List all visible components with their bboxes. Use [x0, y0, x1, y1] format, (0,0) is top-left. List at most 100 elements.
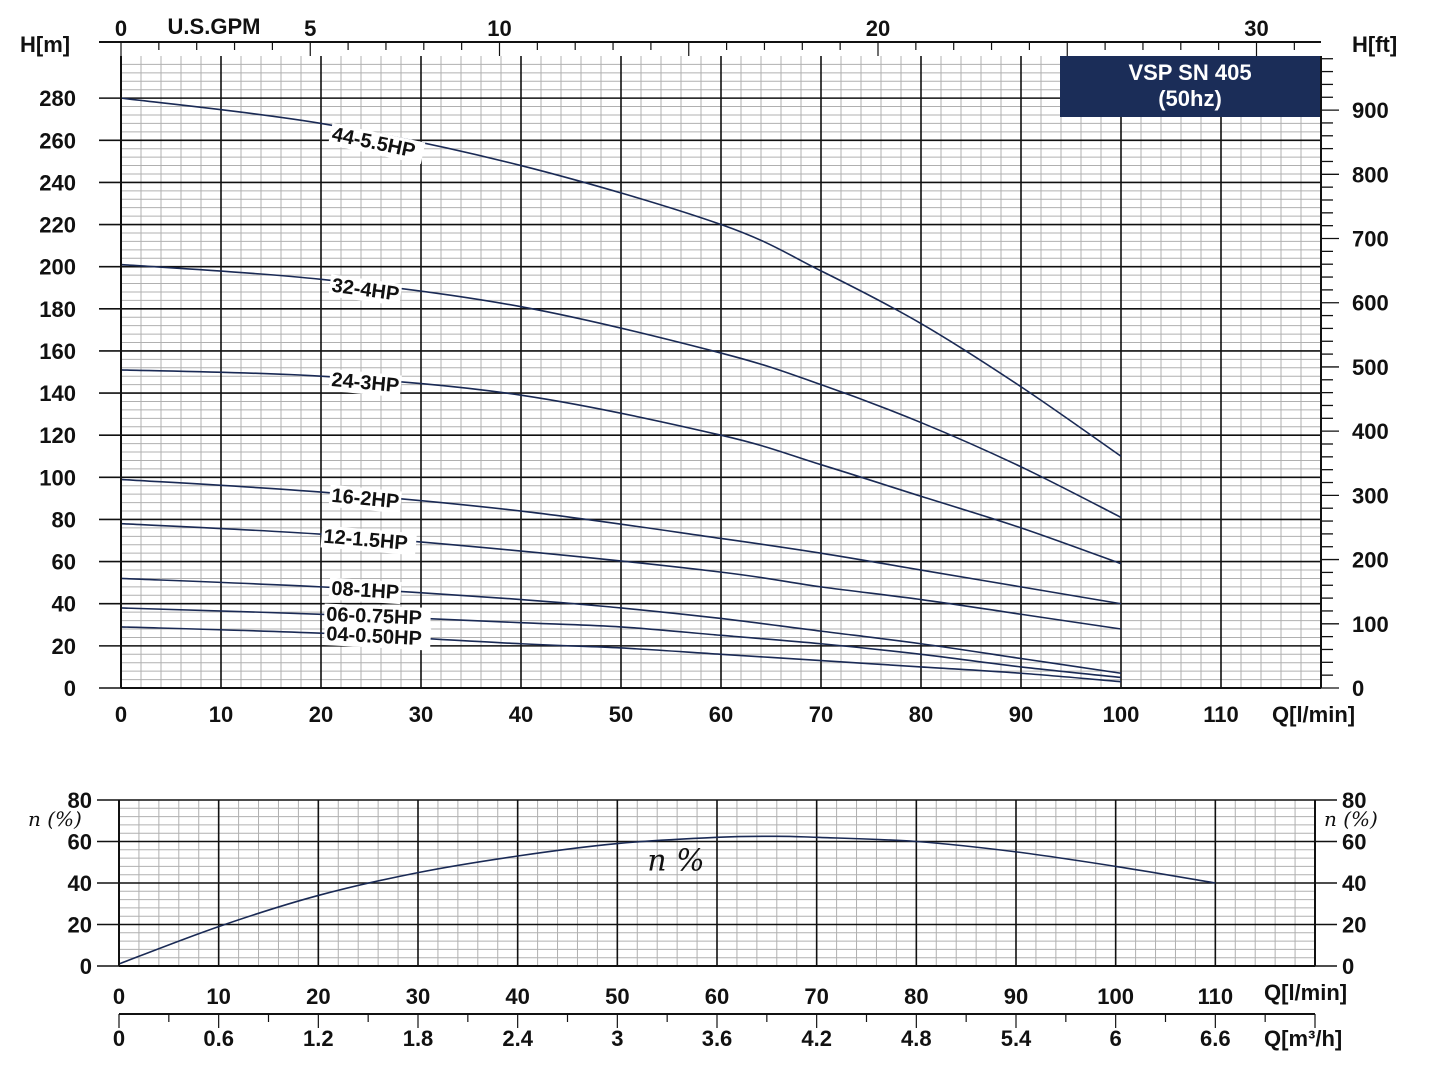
y-tick-label: 180 — [39, 297, 76, 322]
y-tick-label: 20 — [52, 634, 76, 659]
y2-axis-title: H[ft] — [1352, 32, 1397, 57]
head-curve-16-2HP — [120, 478, 1122, 605]
model-badge-box — [1060, 56, 1320, 117]
efficiency-curve — [118, 835, 1216, 965]
curve-label-bg — [320, 525, 417, 556]
m3h-axis-title: Q[m³/h] — [1264, 1026, 1342, 1051]
x2-tick-label: 10 — [487, 16, 511, 41]
y2-tick-label: 600 — [1352, 291, 1389, 316]
y-tick-label: 120 — [39, 423, 76, 448]
x-tick-label: 100 — [1103, 702, 1140, 727]
x2-tick-label: 20 — [866, 16, 890, 41]
y-tick-label: 100 — [39, 465, 76, 490]
y2-tick-label: 800 — [1352, 162, 1389, 187]
curve-label-bg — [328, 274, 403, 306]
head-curve-44-5.5HP — [120, 97, 1122, 457]
head-curve-32-4HP — [120, 263, 1122, 519]
m3h-tick-label: 6 — [1110, 1026, 1122, 1051]
y-tick-label: 260 — [39, 128, 76, 153]
curve-label-group: 12-1.5HP — [320, 525, 417, 556]
m3h-tick-label: 1.2 — [303, 1026, 334, 1051]
x2-tick-label: 30 — [1244, 16, 1268, 41]
head-chart-labels: 0 10 20 30 40 50 60 70 80 90 100 110 0 20 40 60 80 100 120… — [20, 14, 1397, 727]
y2-tick-label: 200 — [1352, 548, 1389, 573]
eff-x-tick-label: 110 — [1198, 984, 1234, 1009]
x-tick-label: 30 — [409, 702, 433, 727]
x-tick-label: 90 — [1009, 702, 1033, 727]
eff-y2-tick-label: 40 — [1342, 871, 1366, 896]
x-tick-label: 60 — [709, 702, 733, 727]
eff-x-tick-label: 80 — [904, 984, 928, 1009]
y-tick-label: 240 — [39, 170, 76, 195]
y2-tick-label: 700 — [1352, 227, 1389, 252]
eff-x-tick-label: 50 — [605, 984, 629, 1009]
y2-tick-label: 900 — [1352, 98, 1389, 123]
model-badge: VSP SN 405 (50hz) — [1060, 56, 1320, 117]
eff-y2-tick-label: 80 — [1342, 788, 1366, 813]
model-badge-line1: VSP SN 405 — [1128, 60, 1251, 85]
curve-label-group: 32-4HP — [328, 274, 403, 306]
x-axis-title: Q[l/min] — [1272, 702, 1355, 727]
m3h-tick-label: 4.8 — [901, 1026, 932, 1051]
eff-x-tick-label: 0 — [113, 984, 125, 1009]
m3h-tick-label: 1.8 — [403, 1026, 434, 1051]
y2-tick-label: 300 — [1352, 483, 1389, 508]
x-tick-label: 70 — [809, 702, 833, 727]
y-tick-label: 200 — [39, 255, 76, 280]
x-tick-label: 80 — [909, 702, 933, 727]
y-tick-label: 220 — [39, 213, 76, 238]
eff-y-tick-label: 80 — [68, 788, 92, 813]
eff-x-tick-label: 30 — [406, 984, 430, 1009]
curve-label-group: 16-2HP — [328, 484, 402, 514]
m3h-tick-label: 3.6 — [702, 1026, 733, 1051]
y2-tick-label: 100 — [1352, 612, 1389, 637]
m3h-tick-label: 0.6 — [203, 1026, 234, 1051]
curve-label-bg — [323, 623, 432, 651]
x-tick-label: 50 — [609, 702, 633, 727]
y-tick-label: 40 — [52, 592, 76, 617]
x2-tick-label: 5 — [304, 16, 316, 41]
curve-label-group: 24-3HP — [328, 368, 402, 398]
eff-x-tick-label: 20 — [306, 984, 330, 1009]
eff-y2-tick-label: 20 — [1342, 913, 1366, 938]
x2-tick-label: 0 — [115, 16, 127, 41]
curve-label-group: 04-0.50HP — [323, 623, 432, 651]
eff-y-tick-label: 0 — [80, 954, 92, 979]
efficiency-chart-axes — [118, 800, 1316, 1028]
x-tick-label: 40 — [509, 702, 533, 727]
eff-x-tick-label: 100 — [1097, 984, 1134, 1009]
x-tick-label: 10 — [209, 702, 233, 727]
x-tick-label: 20 — [309, 702, 333, 727]
eff-x-tick-label: 70 — [804, 984, 828, 1009]
model-badge-line2: (50hz) — [1158, 86, 1222, 111]
curve-label: 12-1.5HP — [323, 526, 409, 555]
m3h-tick-label: 4.2 — [801, 1026, 832, 1051]
x-tick-label: 110 — [1203, 702, 1239, 727]
y-axis-title: H[m] — [20, 32, 70, 57]
m3h-tick-label: 2.4 — [502, 1026, 533, 1051]
eff-x-tick-label: 10 — [206, 984, 230, 1009]
eff-y2-axis-title: n (%) — [1324, 807, 1378, 831]
y2-tick-label: 0 — [1352, 676, 1364, 701]
y-tick-label: 60 — [52, 550, 76, 575]
curve-label-bg — [328, 123, 426, 165]
y-tick-label: 160 — [39, 339, 76, 364]
eff-y-tick-label: 40 — [68, 871, 92, 896]
curve-label-bg — [328, 577, 402, 605]
m3h-tick-label: 5.4 — [1001, 1026, 1032, 1051]
eff-y-tick-label: 20 — [68, 913, 92, 938]
y2-tick-label: 500 — [1352, 355, 1389, 380]
curve-label-group: 08-1HP — [328, 577, 402, 605]
curve-label-bg — [328, 368, 402, 398]
head-chart-grid — [99, 56, 1322, 689]
eff-y-tick-label: 60 — [68, 830, 92, 855]
curve-label: 08-1HP — [331, 578, 400, 604]
y-tick-label: 80 — [52, 507, 76, 532]
efficiency-chart-grid — [97, 799, 1337, 967]
curve-label: 44-5.5HP — [330, 123, 417, 162]
m3h-tick-label: 0 — [113, 1026, 125, 1051]
eff-y2-tick-label: 0 — [1342, 954, 1354, 979]
head-chart-axes — [99, 41, 1339, 689]
